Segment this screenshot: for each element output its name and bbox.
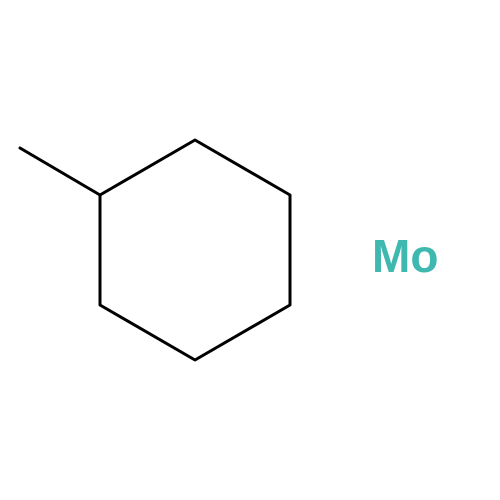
atom-label-mo: Mo <box>372 229 438 283</box>
chemical-structure-diagram: Mo <box>0 0 500 500</box>
